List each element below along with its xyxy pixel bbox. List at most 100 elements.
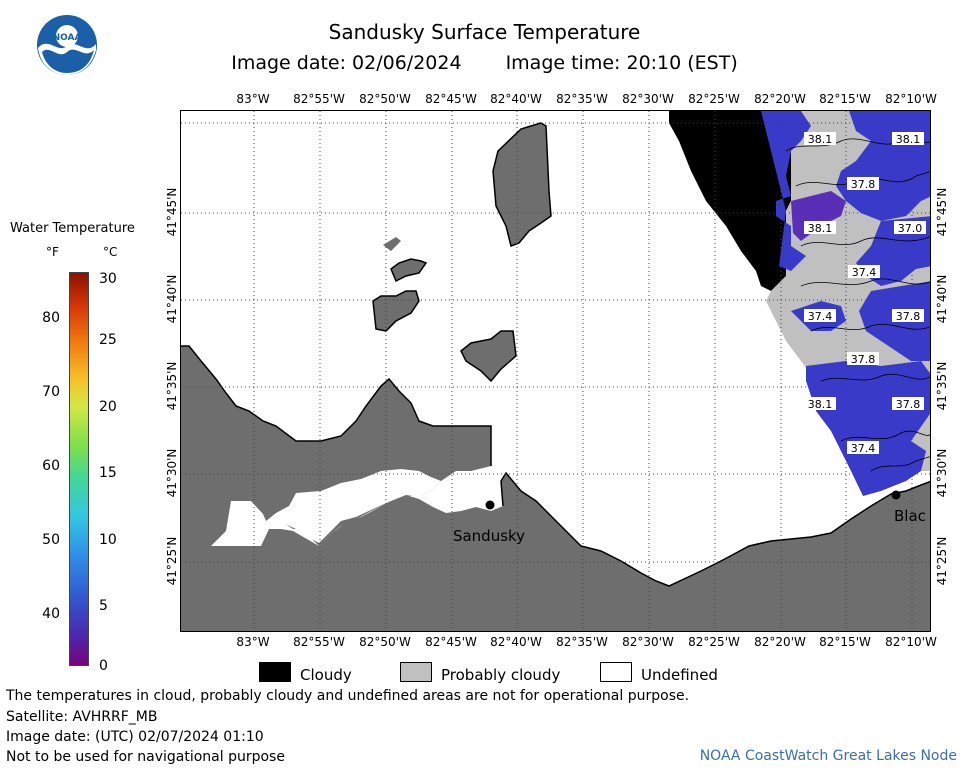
city-marker [891, 490, 901, 500]
lon-label: 82°50'W [359, 635, 411, 649]
lon-label: 82°30'W [622, 635, 674, 649]
city-label-blac: Blac [894, 507, 926, 525]
tick-f-70: 70 [42, 384, 60, 400]
lat-label-right: 41°30'N [935, 449, 949, 498]
legend-title: Water Temperature [10, 221, 135, 236]
sandusky-bay [266, 469, 441, 543]
nav-warning-text: Not to be used for navigational purpose [6, 749, 285, 765]
land-mainland [181, 473, 930, 631]
lon-label: 82°40'W [490, 635, 542, 649]
svg-text:37.8: 37.8 [851, 178, 876, 191]
lon-labels-bottom: 83°W 82°55'W 82°50'W 82°45'W 82°40'W 82°… [0, 635, 969, 651]
svg-text:37.8: 37.8 [896, 398, 921, 411]
lon-label: 82°35'W [556, 92, 608, 106]
land-island [373, 291, 419, 331]
map-svg: 38.1 38.1 37.8 38.1 37.0 37.4 37.4 37.8 … [181, 111, 930, 631]
svg-text:38.1: 38.1 [808, 398, 833, 411]
temperature-colorbar [69, 272, 89, 666]
temp-label: 38.1 [804, 132, 836, 146]
svg-text:37.4: 37.4 [808, 310, 833, 323]
land-island [391, 259, 426, 281]
svg-text:38.1: 38.1 [808, 222, 833, 235]
tick-f-80: 80 [42, 310, 60, 326]
lon-label: 82°55'W [293, 92, 345, 106]
logo-text: NOAA [53, 33, 82, 43]
land-island [461, 331, 516, 381]
tick-f-50: 50 [42, 532, 60, 548]
image-time: Image time: 20:10 (EST) [505, 52, 738, 74]
lat-label-left: 41°25'N [165, 537, 179, 586]
temp-label: 37.8 [847, 352, 879, 366]
lon-label: 82°30'W [622, 92, 674, 106]
lon-label: 82°15'W [819, 92, 871, 106]
utc-date-text: Image date: (UTC) 02/07/2024 01:10 [6, 729, 264, 745]
lon-label: 82°50'W [359, 92, 411, 106]
cloudy-region [669, 111, 791, 291]
tick-c-0: 0 [99, 658, 108, 674]
lon-label: 82°45'W [425, 635, 477, 649]
temp-label: 38.1 [804, 397, 836, 411]
lat-label-left: 41°35'N [165, 362, 179, 411]
tick-f-60: 60 [42, 458, 60, 474]
lon-label: 82°10'W [885, 635, 937, 649]
noaa-logo: NOAA [37, 15, 97, 75]
tick-c-10: 10 [99, 532, 117, 548]
map-panel[interactable]: 38.1 38.1 37.8 38.1 37.0 37.4 37.4 37.8 … [180, 110, 931, 632]
cloudy-swatch [259, 662, 291, 682]
svg-text:37.8: 37.8 [851, 353, 876, 366]
undefined-swatch [600, 662, 632, 682]
lon-label: 82°10'W [885, 92, 937, 106]
svg-text:37.4: 37.4 [851, 442, 876, 455]
lat-label-right: 41°25'N [935, 537, 949, 586]
temp-label: 38.1 [804, 221, 836, 235]
temp-label: 37.4 [804, 309, 836, 323]
tick-c-20: 20 [99, 399, 117, 415]
city-label-sandusky: Sandusky [453, 527, 525, 545]
water-region [806, 361, 930, 496]
lon-label: 82°20'W [754, 635, 806, 649]
unit-fahrenheit: °F [46, 245, 59, 259]
temp-label: 37.8 [892, 309, 924, 323]
temp-label: 37.4 [848, 265, 880, 279]
lon-label: 82°55'W [293, 635, 345, 649]
lon-label: 82°25'W [688, 92, 740, 106]
svg-text:37.4: 37.4 [852, 266, 877, 279]
lon-label: 82°35'W [556, 635, 608, 649]
svg-text:37.8: 37.8 [896, 310, 921, 323]
temp-label: 37.4 [847, 441, 879, 455]
lon-labels-top: 83°W 82°55'W 82°50'W 82°45'W 82°40'W 82°… [0, 92, 969, 108]
lon-label: 82°20'W [754, 92, 806, 106]
disclaimer-text: The temperatures in cloud, probably clou… [6, 688, 690, 704]
lon-label: 83°W [236, 635, 270, 649]
satellite-text: Satellite: AVHRRF_MB [6, 709, 158, 725]
temp-label: 38.1 [892, 132, 924, 146]
lon-label: 82°45'W [425, 92, 477, 106]
image-date: Image date: 02/06/2024 [231, 52, 462, 74]
svg-text:38.1: 38.1 [896, 133, 921, 146]
credit-link[interactable]: NOAA CoastWatch Great Lakes Node [699, 748, 957, 764]
land-island [383, 237, 401, 251]
temp-label: 37.8 [892, 397, 924, 411]
temp-label: 37.8 [847, 177, 879, 191]
lon-label: 82°40'W [490, 92, 542, 106]
water-region [761, 111, 811, 271]
probably-cloudy-swatch [400, 662, 432, 682]
lat-label-left: 41°30'N [165, 449, 179, 498]
lat-label-right: 41°35'N [935, 362, 949, 411]
tick-c-15: 15 [99, 465, 117, 481]
lat-label-right: 41°45'N [935, 188, 949, 237]
city-sandusky: Sandusky [453, 500, 525, 545]
unit-celsius: °C [103, 245, 118, 259]
cloudy-label: Cloudy [300, 666, 352, 684]
lat-label-left: 41°45'N [165, 188, 179, 237]
tick-c-5: 5 [99, 598, 108, 614]
page-title: Sandusky Surface Temperature [328, 20, 641, 44]
tick-c-25: 25 [99, 332, 117, 348]
lon-label: 82°25'W [688, 635, 740, 649]
lon-label: 82°15'W [819, 635, 871, 649]
city-blac: Blac [891, 490, 926, 525]
svg-text:38.1: 38.1 [808, 133, 833, 146]
land-island [493, 123, 551, 246]
lat-label-right: 41°40'N [935, 275, 949, 324]
